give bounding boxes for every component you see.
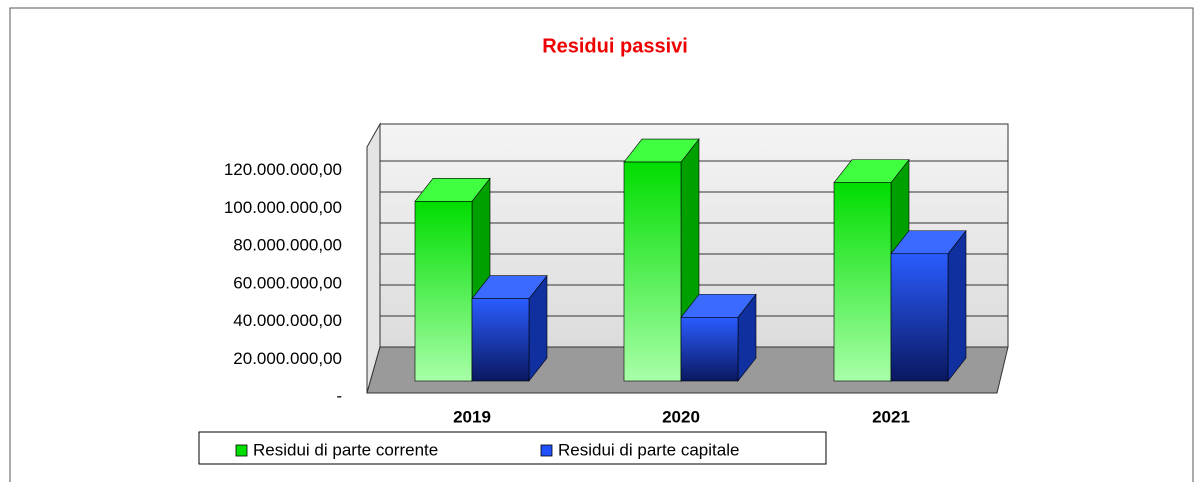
bar xyxy=(680,317,739,382)
bar-side xyxy=(947,229,967,382)
y-tick-label: 100.000.000,00 xyxy=(224,198,342,217)
y-tick-label: 20.000.000,00 xyxy=(233,349,342,368)
y-tick-label: 120.000.000,00 xyxy=(224,160,342,179)
y-tick-label: 40.000.000,00 xyxy=(233,311,342,330)
legend xyxy=(198,431,827,465)
y-tick-label: - xyxy=(336,386,342,405)
bar xyxy=(623,161,682,382)
x-tick-label: 2021 xyxy=(872,407,910,426)
y-tick-label: 60.000.000,00 xyxy=(233,273,342,292)
legend-label: Residui di parte capitale xyxy=(558,440,739,459)
x-tick-label: 2019 xyxy=(453,407,491,426)
bar xyxy=(414,201,473,382)
bar xyxy=(833,182,892,382)
legend-swatch xyxy=(235,444,248,457)
legend-label: Residui di parte corrente xyxy=(253,440,438,459)
bar xyxy=(471,298,530,382)
x-tick-label: 2020 xyxy=(662,407,700,426)
frame xyxy=(9,7,1194,482)
bar xyxy=(890,253,949,382)
y-tick-label: 80.000.000,00 xyxy=(233,236,342,255)
chart-title: Residui passivi xyxy=(542,35,688,57)
legend-swatch xyxy=(540,444,553,457)
